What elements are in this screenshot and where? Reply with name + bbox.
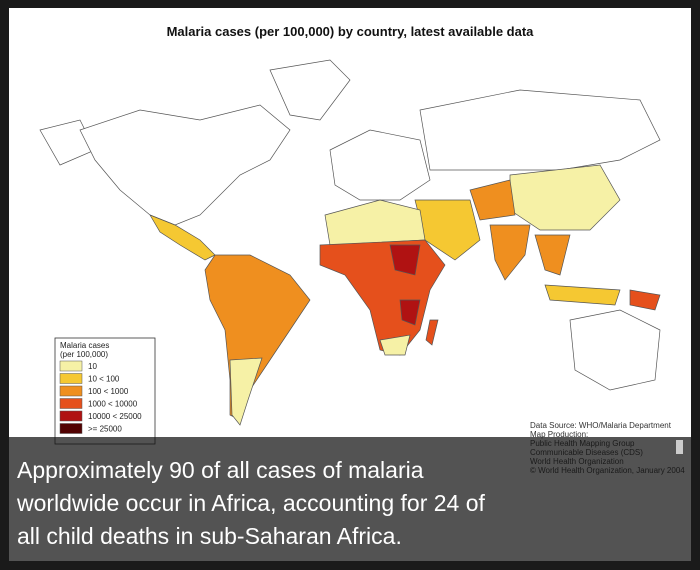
caption-line: worldwide occur in Africa, accounting fo… bbox=[16, 490, 486, 516]
legend-swatch bbox=[59, 373, 83, 384]
legend-label: 1000 < 10000 bbox=[88, 400, 138, 409]
legend-swatch bbox=[59, 385, 83, 397]
legend-swatch bbox=[59, 410, 83, 422]
north-africa bbox=[324, 199, 426, 246]
sudan bbox=[389, 244, 421, 276]
legend-label: 10 < 100 bbox=[88, 375, 120, 384]
world-map bbox=[39, 59, 661, 426]
caption-line: all child deaths in sub-Saharan Africa. bbox=[17, 523, 402, 549]
legend-label: 10000 < 25000 bbox=[88, 412, 142, 421]
legend: Malaria cases (per 100,000) 10 10 < 100 10… bbox=[54, 337, 156, 445]
scrollbar bbox=[676, 440, 683, 454]
south-africa bbox=[379, 334, 411, 356]
source-line: Map Production: bbox=[530, 430, 588, 439]
russia bbox=[419, 89, 661, 171]
legend-label: 100 < 1000 bbox=[88, 387, 129, 396]
caption-band bbox=[9, 437, 691, 561]
legend-label: >= 25000 bbox=[88, 425, 122, 434]
legend-title: (per 100,000) bbox=[60, 350, 108, 359]
central-america bbox=[149, 214, 216, 261]
legend-title: Malaria cases bbox=[60, 341, 109, 350]
madagascar bbox=[425, 319, 439, 346]
north-america bbox=[79, 104, 291, 226]
legend-label: 10 bbox=[88, 362, 97, 371]
legend-swatch bbox=[59, 398, 83, 409]
source-line: Data Source: WHO/Malaria Department bbox=[530, 421, 672, 430]
southern-cone bbox=[229, 357, 263, 426]
east-africa bbox=[399, 299, 421, 326]
australia bbox=[569, 309, 661, 391]
indonesia bbox=[544, 284, 621, 306]
legend-swatch bbox=[59, 360, 83, 372]
caption-line: Approximately 90 of all cases of malaria bbox=[17, 457, 424, 483]
india bbox=[489, 224, 531, 281]
caption: Approximately 90 of all cases of malaria… bbox=[16, 457, 486, 549]
central-asia bbox=[469, 179, 516, 221]
legend-swatch bbox=[59, 423, 83, 434]
new-guinea bbox=[629, 289, 661, 311]
greenland bbox=[269, 59, 351, 121]
southeast-asia bbox=[534, 234, 571, 276]
map-title: Malaria cases (per 100,000) by country, … bbox=[167, 24, 535, 39]
europe bbox=[329, 129, 431, 201]
